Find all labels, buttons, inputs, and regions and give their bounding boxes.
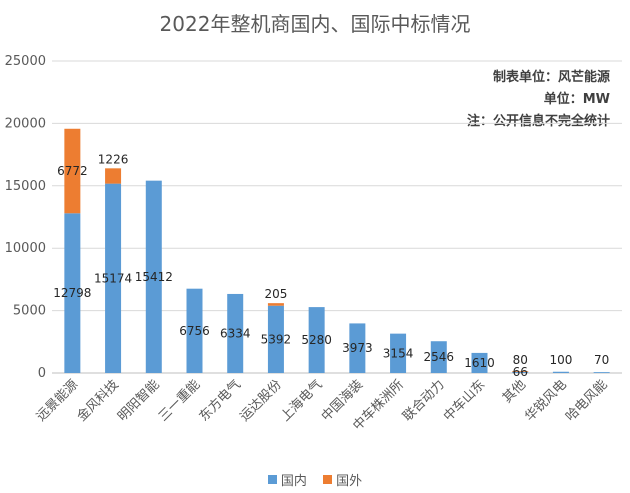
bar-domestic-0 <box>64 213 81 373</box>
legend-label-domestic: 国内 <box>280 474 307 489</box>
data-label-foreign: 6772 <box>57 164 88 178</box>
legend-item-domestic: 国内 <box>267 470 307 489</box>
chart-title: 2022年整机商国内、国际中标情况 <box>159 12 471 36</box>
category-label: 其他 <box>500 377 529 406</box>
category-label: 三一重能 <box>155 377 203 425</box>
legend-swatch-foreign <box>323 475 333 484</box>
legend-swatch-domestic <box>267 475 277 484</box>
category-label: 明阳智能 <box>115 377 162 424</box>
y-tick-label: 20000 <box>5 116 46 131</box>
category-label: 联合动力 <box>400 377 447 424</box>
legend-item-foreign: 国外 <box>323 470 362 489</box>
data-label-domestic: 15174 <box>94 271 132 285</box>
category-label: 东方电气 <box>196 377 244 425</box>
bar-domestic-7 <box>349 323 366 373</box>
note-disclaimer: 注：公开信息不完全统计 <box>466 114 610 129</box>
bar-foreign-5 <box>267 303 284 306</box>
bar-domestic-2 <box>145 180 162 373</box>
bar-domestic-13 <box>593 372 610 373</box>
bar-foreign-11 <box>512 371 529 373</box>
data-label-domestic: 5280 <box>301 333 332 347</box>
bar-foreign-0 <box>64 128 81 214</box>
bar-domestic-12 <box>552 371 569 373</box>
category-label: 上海电气 <box>277 377 325 425</box>
data-label-domestic: 6756 <box>179 324 210 338</box>
bar-domestic-10 <box>471 352 488 373</box>
bar-domestic-6 <box>308 307 325 373</box>
bar-domestic-8 <box>390 333 407 373</box>
bar-foreign-1 <box>105 168 122 184</box>
data-label-foreign: 66 <box>513 365 528 379</box>
y-tick-label: 25000 <box>5 54 46 69</box>
y-tick-label: 5000 <box>13 304 46 319</box>
bar-domestic-11 <box>512 372 529 373</box>
data-label-domestic: 6334 <box>220 326 251 340</box>
bar-domestic-1 <box>105 183 122 373</box>
legend-label-foreign: 国外 <box>336 474 363 489</box>
category-label: 运达股份 <box>237 377 284 424</box>
y-tick-label: 15000 <box>5 179 46 194</box>
data-label-domestic: 15412 <box>135 270 173 284</box>
y-tick-label: 0 <box>38 366 46 381</box>
legend: 国内 国外 <box>0 470 630 489</box>
data-label-foreign: 205 <box>264 287 287 301</box>
data-label-domestic: 3973 <box>342 341 373 355</box>
data-label-foreign: 1226 <box>98 152 129 166</box>
data-label-domestic: 100 <box>549 353 572 367</box>
category-label: 哈电风能 <box>563 377 610 424</box>
y-tick-label: 10000 <box>5 241 46 256</box>
bar-domestic-4 <box>227 293 244 373</box>
data-label-domestic: 3154 <box>383 346 414 360</box>
data-label-domestic: 1610 <box>464 356 495 370</box>
bar-domestic-3 <box>186 288 203 373</box>
category-label: 远景能源 <box>34 377 81 424</box>
data-label-domestic: 12798 <box>53 286 91 300</box>
note-unit: 单位：MW <box>543 92 610 107</box>
data-label-domestic: 70 <box>594 353 609 367</box>
data-label-domestic: 80 <box>513 353 528 367</box>
category-label: 金风科技 <box>74 377 122 425</box>
data-label-domestic: 2546 <box>424 350 455 364</box>
category-label: 华锐风电 <box>522 377 569 424</box>
bar-domestic-5 <box>267 305 284 373</box>
category-label: 中车山东 <box>440 377 488 425</box>
bar-domestic-9 <box>430 341 447 373</box>
data-label-domestic: 5392 <box>261 332 292 346</box>
note-maker: 制表单位：风芒能源 <box>492 70 610 85</box>
